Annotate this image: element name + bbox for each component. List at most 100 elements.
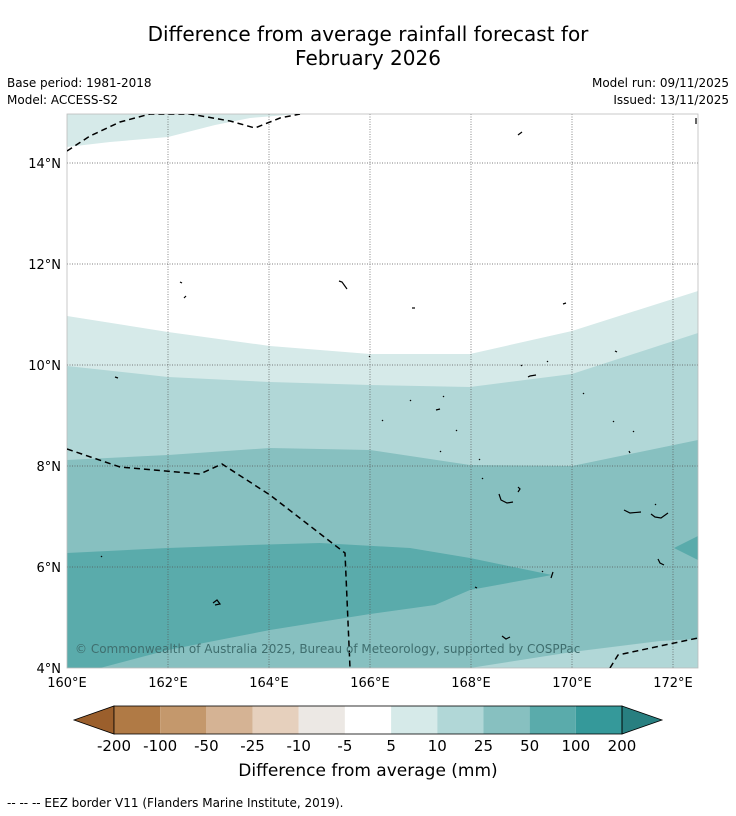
latitude-labels: 14°N 12°N 10°N 8°N 6°N 4°N xyxy=(28,157,61,677)
latitude-label: 8°N xyxy=(37,460,62,475)
gridlines xyxy=(67,114,698,668)
island xyxy=(628,450,631,454)
longitude-label: 172°E xyxy=(653,676,693,691)
rainfall-contours xyxy=(67,114,698,668)
island xyxy=(632,430,635,433)
island xyxy=(474,586,478,589)
longitude-labels: 160°E 162°E 164°E 166°E 168°E 170°E 172°E xyxy=(47,676,693,691)
colorbar-label: Difference from average (mm) xyxy=(238,761,498,781)
island xyxy=(541,570,544,573)
latitude-label: 14°N xyxy=(28,157,61,172)
colorbar-segment xyxy=(344,706,392,734)
colorbar-segment xyxy=(483,706,530,734)
island xyxy=(409,399,412,402)
islands xyxy=(100,118,697,640)
model-name: Model: ACCESS-S2 xyxy=(7,93,119,107)
colorbar-segment xyxy=(529,706,576,734)
island xyxy=(550,571,554,579)
contour-band-50-100-east xyxy=(674,536,698,560)
island xyxy=(650,512,669,519)
island xyxy=(212,599,222,606)
island xyxy=(455,429,458,432)
colorbar-tick-label: -10 xyxy=(286,737,311,755)
island xyxy=(478,458,481,461)
copyright-text: © Commonwealth of Australia 2025, Bureau… xyxy=(75,642,580,656)
colorbar-tick-label: 10 xyxy=(428,737,447,755)
issued-date: Issued: 13/11/2025 xyxy=(613,93,729,107)
island xyxy=(179,281,183,284)
island xyxy=(527,374,537,378)
colorbar-tick-label: 50 xyxy=(520,737,539,755)
colorbar-tick-label: -25 xyxy=(240,737,265,755)
island xyxy=(612,420,615,423)
contour-band-lower-right xyxy=(470,639,698,668)
map-frame xyxy=(66,113,699,669)
longitude-label: 170°E xyxy=(552,676,592,691)
island xyxy=(501,635,511,640)
latitude-label: 12°N xyxy=(28,258,61,273)
island xyxy=(100,555,103,558)
colorbar-low-arrow xyxy=(72,705,115,735)
island xyxy=(546,360,549,363)
colorbar-tick-label: 100 xyxy=(561,737,590,755)
colorbar-segment xyxy=(160,706,207,734)
colorbar-high-arrow xyxy=(621,705,664,735)
colorbar-tick-label: -200 xyxy=(97,737,131,755)
meta-right: Model run: 09/11/2025 Issued: 13/11/2025 xyxy=(592,75,729,109)
contour-band-top-left xyxy=(67,114,300,147)
island xyxy=(657,558,665,566)
latitude-label: 6°N xyxy=(37,561,62,576)
colorbar-tick-label: -50 xyxy=(194,737,219,755)
eez-footnote: -- -- -- EEZ border V11 (Flanders Marine… xyxy=(7,796,344,810)
colorbar-outline xyxy=(113,705,623,735)
colorbar-segment xyxy=(206,706,253,734)
colorbar-segment xyxy=(252,706,299,734)
longitude-label: 164°E xyxy=(249,676,289,691)
island xyxy=(517,486,521,493)
title-line-2: February 2026 xyxy=(295,46,441,70)
colorbar-segment xyxy=(298,706,345,734)
longitude-label: 162°E xyxy=(148,676,188,691)
island xyxy=(562,302,567,305)
island xyxy=(183,295,187,299)
map-title: Difference from average rainfall forecas… xyxy=(0,22,736,70)
colorbar-segment xyxy=(575,706,622,734)
colorbar-tick-label: -5 xyxy=(337,737,352,755)
model-run: Model run: 09/11/2025 xyxy=(591,76,729,90)
latitude-label: 10°N xyxy=(28,359,61,374)
meta-left: Base period: 1981-2018 Model: ACCESS-S2 xyxy=(7,75,152,109)
island xyxy=(114,376,119,379)
island xyxy=(442,395,445,398)
colorbar: -200 -100 -50 -25 -10 -5 5 10 25 50 100 200 xyxy=(72,705,664,755)
eez-border-west xyxy=(67,448,351,668)
island xyxy=(368,355,371,358)
island xyxy=(338,280,348,290)
colorbar-segment xyxy=(437,706,484,734)
colorbar-tick-label: 5 xyxy=(386,737,396,755)
island xyxy=(381,419,384,422)
colorbar-segment xyxy=(391,706,438,734)
island xyxy=(520,364,523,367)
colorbar-tick-label: -100 xyxy=(143,737,177,755)
longitude-label: 168°E xyxy=(451,676,491,691)
contour-band-50-100-west xyxy=(67,543,552,668)
island xyxy=(517,131,523,136)
island xyxy=(435,408,441,411)
colorbar-tick-label: 25 xyxy=(474,737,493,755)
island xyxy=(654,503,657,506)
island xyxy=(439,450,442,453)
base-period: Base period: 1981-2018 xyxy=(7,76,152,90)
island xyxy=(582,392,585,395)
island xyxy=(481,477,484,480)
latitude-label: 4°N xyxy=(37,662,62,677)
longitude-label: 160°E xyxy=(47,676,87,691)
longitude-label: 166°E xyxy=(350,676,390,691)
colorbar-tick-label: 200 xyxy=(608,737,637,755)
colorbar-segment xyxy=(114,706,161,734)
island xyxy=(498,493,514,504)
eez-borders xyxy=(67,114,698,668)
island xyxy=(623,509,642,514)
title-line-1: Difference from average rainfall forecas… xyxy=(147,22,589,46)
island xyxy=(614,350,618,353)
